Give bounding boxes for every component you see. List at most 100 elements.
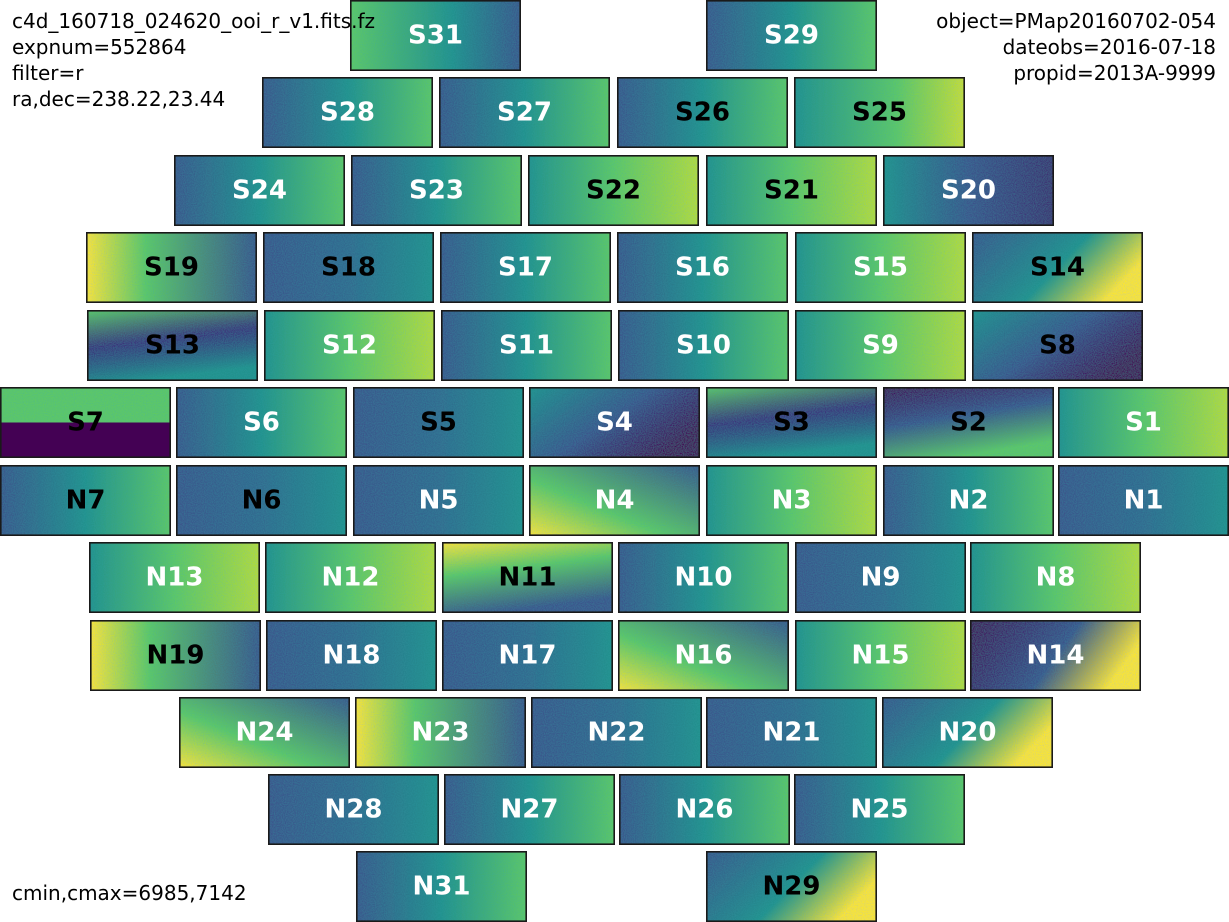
exposure-info-left: c4d_160718_024620_ooi_r_v1.fits.fz expnu… xyxy=(12,8,375,112)
ccd-frame xyxy=(794,309,966,381)
ccd-n13: N13 xyxy=(89,541,260,613)
ccd-label: N3 xyxy=(772,486,812,516)
expnum-text: expnum=552864 xyxy=(12,35,187,59)
ccd-frame xyxy=(86,232,257,304)
ccd-n4: N4 xyxy=(528,464,700,536)
ccd-s4: S4 xyxy=(528,386,700,458)
ccd-label: S18 xyxy=(321,253,376,283)
ccd-s26: S26 xyxy=(616,77,788,149)
ccd-image xyxy=(1058,465,1229,536)
ccd-image xyxy=(528,155,699,226)
ccd-frame xyxy=(617,541,789,613)
object-text: object=PMap20160702-054 xyxy=(936,9,1216,33)
ccd-s11: S11 xyxy=(440,309,612,381)
ccd-n8: N8 xyxy=(969,541,1141,613)
ccd-frame xyxy=(616,232,788,304)
ccd-image-top xyxy=(0,387,171,423)
ccd-frame xyxy=(262,232,434,304)
ccd-label: N13 xyxy=(146,563,204,593)
ccd-label: S3 xyxy=(773,408,810,438)
ccd-image xyxy=(795,542,966,613)
ccd-image xyxy=(353,387,524,458)
ccd-image xyxy=(794,77,965,148)
ccd-label: S29 xyxy=(764,21,819,51)
ccd-image xyxy=(795,620,966,691)
ccd-image xyxy=(795,310,966,381)
ccd-image xyxy=(531,697,702,768)
ccd-image xyxy=(90,620,261,691)
ccd-label: S28 xyxy=(320,98,375,128)
ccd-label: S24 xyxy=(232,176,287,206)
ccd-n27: N27 xyxy=(443,773,615,845)
ccd-s17: S17 xyxy=(439,232,611,304)
ccd-image xyxy=(266,620,437,691)
ccd-label: S31 xyxy=(408,21,463,51)
ccd-image xyxy=(442,620,613,691)
ccd-s10: S10 xyxy=(617,309,789,381)
ccd-frame xyxy=(264,541,436,613)
ccd-label: N22 xyxy=(588,718,646,748)
ccd-n18: N18 xyxy=(265,619,437,691)
color-range-text: cmin,cmax=6985,7142 xyxy=(12,881,247,905)
ccd-n16: N16 xyxy=(617,619,789,691)
dateobs-text: dateobs=2016-07-18 xyxy=(1002,35,1216,59)
ccd-frame xyxy=(882,155,1054,227)
ccd-label: N27 xyxy=(501,795,559,825)
ccd-n23: N23 xyxy=(354,696,526,768)
ccd-frame xyxy=(705,696,877,768)
ccd-n29: N29 xyxy=(705,850,877,922)
ccd-label: S6 xyxy=(243,408,280,438)
ccd-image xyxy=(706,851,877,922)
ccd-label: S11 xyxy=(499,331,554,361)
ccd-image xyxy=(706,465,877,536)
ccd-label: N25 xyxy=(851,795,909,825)
ccd-n19: N19 xyxy=(90,619,261,691)
ccd-label: N20 xyxy=(939,718,997,748)
ccd-n24: N24 xyxy=(179,696,350,768)
ccd-frame xyxy=(793,77,965,149)
ccd-image xyxy=(440,232,611,303)
ccd-frame xyxy=(705,464,877,536)
ccd-image xyxy=(970,542,1141,613)
ccd-s6: S6 xyxy=(176,386,347,458)
ccd-n15: N15 xyxy=(794,619,966,691)
ccd-frame xyxy=(881,696,1053,768)
ccd-s7: S7 xyxy=(0,386,171,458)
ccd-frame xyxy=(438,77,610,149)
ccd-frame xyxy=(439,232,611,304)
ccd-n2: N2 xyxy=(882,464,1054,536)
ccd-image xyxy=(176,465,347,536)
ccd-s29: S29 xyxy=(705,0,877,72)
ccd-s3: S3 xyxy=(705,386,877,458)
ccd-image xyxy=(618,620,789,691)
ccd-n20: N20 xyxy=(881,696,1053,768)
filename-text: c4d_160718_024620_ooi_r_v1.fits.fz xyxy=(12,9,376,33)
ccd-image xyxy=(353,465,524,536)
ccd-frame xyxy=(1058,464,1229,536)
ccd-label: N26 xyxy=(676,795,734,825)
ccd-image-bottom xyxy=(0,422,171,458)
ccd-label: S27 xyxy=(497,98,552,128)
ccd-frame xyxy=(90,619,261,691)
ccd-image xyxy=(86,232,257,303)
ccd-label: N9 xyxy=(861,563,901,593)
ccd-n31: N31 xyxy=(355,850,527,922)
ccd-image xyxy=(619,774,790,845)
ccd-frame xyxy=(176,386,347,458)
propid-text: propid=2013A-9999 xyxy=(1013,61,1216,85)
ccd-image xyxy=(268,774,439,845)
ccd-n9: N9 xyxy=(794,541,966,613)
ccd-frame xyxy=(882,464,1054,536)
ccd-label: N21 xyxy=(763,718,821,748)
ccd-image xyxy=(265,542,436,613)
ccd-image xyxy=(0,465,171,536)
ccd-label: S21 xyxy=(764,176,819,206)
ccd-image xyxy=(706,387,877,458)
ccd-s13: S13 xyxy=(87,309,258,381)
ccd-image xyxy=(970,620,1141,691)
ccd-frame xyxy=(616,77,788,149)
ccd-image xyxy=(795,232,966,303)
ccd-frame xyxy=(617,309,789,381)
ccd-frame xyxy=(263,309,435,381)
